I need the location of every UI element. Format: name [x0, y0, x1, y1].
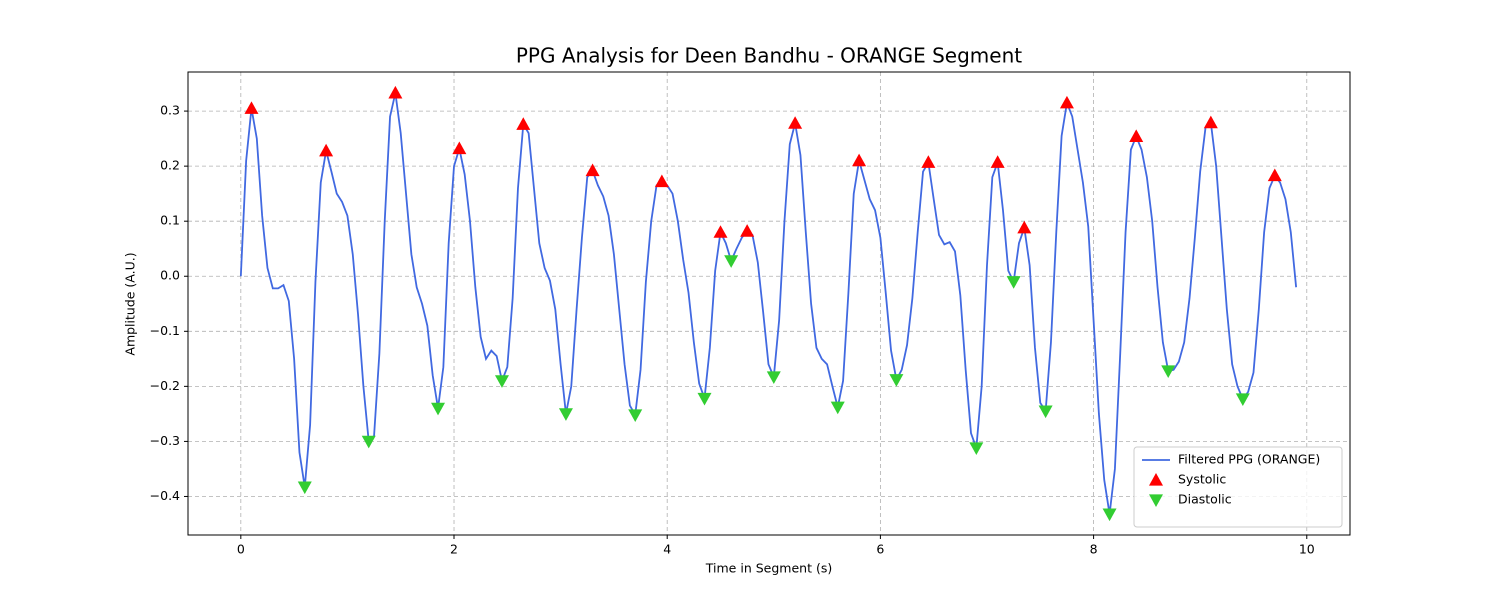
x-tick-label: 0: [237, 542, 245, 557]
marker: [388, 85, 403, 99]
marker: [361, 435, 376, 449]
marker: [1235, 393, 1250, 407]
marker: [1129, 129, 1144, 143]
marker: [830, 401, 845, 415]
marker: [585, 163, 600, 177]
marker: [628, 409, 643, 422]
marker: [654, 174, 669, 188]
marker: [1102, 508, 1117, 522]
marker: [1038, 405, 1053, 419]
x-tick-label: 4: [663, 542, 671, 557]
plot-frame: [187, 71, 1351, 536]
marker: [724, 255, 739, 268]
y-tick-label: 0.1: [160, 213, 180, 228]
marker: [990, 155, 1005, 168]
y-tick-label: −0.2: [150, 378, 180, 393]
marker: [740, 224, 755, 237]
marker: [788, 116, 803, 129]
marker: [494, 375, 509, 388]
marker: [1017, 220, 1032, 234]
marker: [1059, 95, 1074, 109]
legend-swatch: [1149, 494, 1163, 507]
marker: [852, 153, 867, 167]
legend-label: Systolic: [1178, 472, 1226, 487]
marker: [516, 117, 531, 130]
marker: [1203, 115, 1218, 129]
x-axis-label: Time in Segment (s): [705, 561, 832, 576]
marker: [244, 101, 259, 114]
y-tick-label: −0.1: [150, 323, 180, 338]
marker: [558, 408, 573, 421]
marker: [969, 442, 984, 456]
legend-box: [1133, 446, 1343, 528]
legend-label: Diastolic: [1178, 492, 1232, 507]
y-tick-label: 0.2: [160, 158, 180, 173]
marker: [889, 374, 904, 387]
chart-title: PPG Analysis for Deen Bandhu - ORANGE Se…: [516, 44, 1022, 68]
marker: [1161, 365, 1176, 378]
marker: [713, 225, 728, 238]
y-tick-label: 0.3: [160, 103, 180, 118]
marker: [319, 143, 334, 157]
y-tick-label: 0.0: [160, 268, 180, 283]
y-tick-label: −0.3: [150, 433, 180, 448]
y-axis-label: Amplitude (A.U.): [123, 252, 138, 355]
marker: [921, 155, 936, 168]
marker: [697, 392, 712, 406]
y-tick-label: −0.4: [150, 488, 180, 503]
legend-label: Filtered PPG (ORANGE): [1178, 452, 1320, 467]
marker: [297, 481, 312, 495]
marker: [452, 141, 467, 155]
x-tick-label: 10: [1299, 542, 1315, 557]
legend-swatch: [1149, 473, 1163, 486]
x-tick-label: 6: [876, 542, 884, 557]
x-tick-label: 2: [450, 542, 458, 557]
marker: [431, 402, 446, 416]
data-line: [239, 92, 1298, 515]
x-tick-label: 8: [1090, 542, 1098, 557]
marker: [1267, 168, 1282, 182]
marker: [766, 371, 781, 384]
marker: [1006, 276, 1021, 289]
